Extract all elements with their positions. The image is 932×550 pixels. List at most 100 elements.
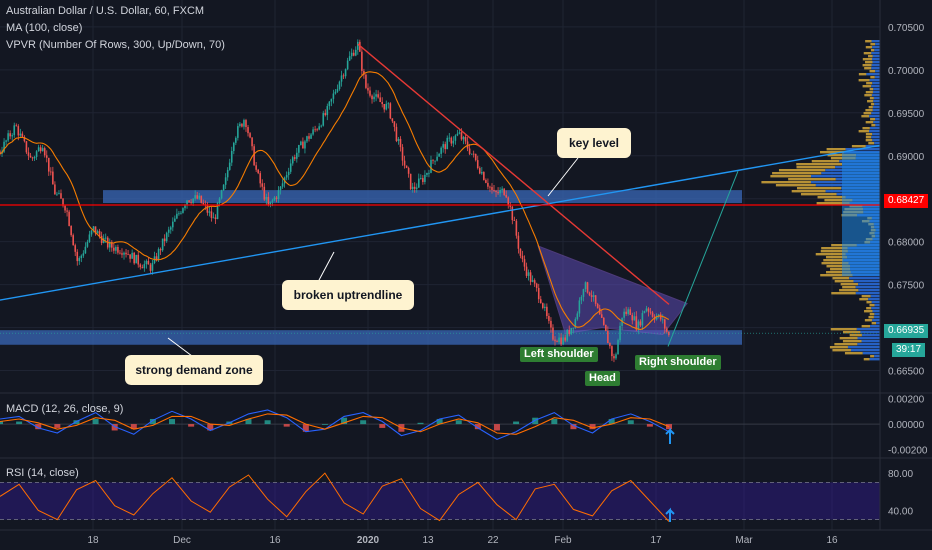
candle-body bbox=[438, 153, 440, 157]
candle-body bbox=[462, 136, 465, 140]
candle-body bbox=[446, 137, 449, 150]
candle-body bbox=[192, 198, 194, 203]
candle-body bbox=[302, 141, 304, 149]
candle-body bbox=[245, 120, 247, 128]
candle-body bbox=[472, 153, 475, 155]
candle-body bbox=[483, 172, 485, 181]
vpvr-bar-up bbox=[832, 349, 851, 352]
vpvr-bar-up bbox=[864, 94, 872, 97]
candle-body bbox=[237, 126, 239, 138]
time-tick-label: 16 bbox=[826, 535, 838, 546]
vpvr-bar-up bbox=[775, 184, 816, 187]
candle-body bbox=[605, 324, 607, 332]
candle-body bbox=[527, 272, 530, 276]
vpvr-bar-up bbox=[865, 40, 872, 43]
vpvr-bar-up bbox=[866, 82, 873, 85]
vpvr-bar-up bbox=[871, 124, 876, 127]
candle-body bbox=[576, 313, 579, 320]
candle-body bbox=[196, 195, 198, 199]
macd-histogram-bar bbox=[169, 418, 176, 425]
candle-body bbox=[617, 340, 619, 355]
vpvr-bar-up bbox=[862, 64, 872, 67]
candle-body bbox=[505, 194, 508, 198]
candle-body bbox=[539, 299, 542, 304]
time-tick-label: 18 bbox=[87, 535, 99, 546]
macd-histogram-bar bbox=[379, 424, 386, 428]
time-tick-label: Mar bbox=[735, 535, 753, 546]
candle-body bbox=[379, 97, 381, 103]
macd-arrow-icon bbox=[665, 427, 675, 444]
vpvr-bar-up bbox=[869, 304, 875, 307]
candle-body bbox=[361, 51, 363, 71]
candle-body bbox=[460, 132, 463, 140]
candle-body bbox=[308, 136, 310, 139]
macd-histogram-bar bbox=[513, 421, 520, 425]
vpvr-bar-down bbox=[870, 295, 880, 298]
candle-body bbox=[401, 147, 404, 161]
candle-body bbox=[464, 136, 467, 142]
macd-line bbox=[0, 409, 670, 441]
vpvr-bar-up bbox=[859, 298, 869, 301]
macd-histogram-bar bbox=[417, 422, 424, 425]
vpvr-bar-down bbox=[871, 85, 880, 88]
vpvr-bar-up bbox=[825, 256, 848, 259]
candle-body bbox=[84, 246, 87, 254]
candle-body bbox=[611, 346, 613, 357]
macd-histogram-bar bbox=[666, 424, 672, 430]
vpvr-bar-down bbox=[856, 328, 880, 331]
time-tick-label: 13 bbox=[422, 535, 434, 546]
candle-body bbox=[328, 101, 331, 107]
zones bbox=[0, 190, 742, 345]
rsi-title: RSI (14, close) bbox=[6, 467, 79, 479]
ma-line bbox=[0, 71, 670, 331]
candle-body bbox=[19, 133, 22, 136]
vpvr-bar-down bbox=[874, 142, 880, 145]
candle-body bbox=[649, 311, 652, 313]
candle-body bbox=[564, 337, 566, 341]
candle-body bbox=[119, 252, 121, 254]
candle-body bbox=[444, 144, 447, 150]
vpvr-bar-up bbox=[858, 79, 870, 82]
vpvr-bar-up bbox=[791, 190, 826, 193]
candle-body bbox=[66, 210, 68, 212]
candle-body bbox=[167, 229, 170, 233]
macd-histogram-bar bbox=[646, 424, 653, 427]
vpvr-bar-up bbox=[861, 325, 871, 328]
vpvr-bar-up bbox=[832, 277, 850, 280]
candle-body bbox=[647, 308, 650, 312]
candle-body bbox=[442, 144, 444, 148]
candle-body bbox=[253, 146, 255, 166]
candle-body bbox=[281, 183, 284, 187]
vpvr-bar-down bbox=[861, 334, 880, 337]
candle-body bbox=[115, 246, 117, 251]
candle-body bbox=[269, 201, 272, 206]
candle-body bbox=[383, 104, 386, 110]
candle-body bbox=[178, 213, 180, 215]
vpvr-bar-down bbox=[872, 61, 880, 64]
candle-body bbox=[165, 232, 168, 242]
macd-histogram-bar bbox=[589, 424, 596, 430]
vpvr-bar-up bbox=[834, 280, 854, 283]
candle-body bbox=[619, 325, 621, 341]
candle-body bbox=[111, 242, 113, 248]
candle-body bbox=[499, 190, 501, 194]
vpvr-bar-down bbox=[849, 277, 880, 280]
candle-body bbox=[265, 196, 268, 200]
candle-body bbox=[584, 282, 587, 290]
candle-body bbox=[336, 89, 339, 92]
candle-body bbox=[495, 190, 497, 193]
candle-body bbox=[176, 213, 178, 219]
candle-body bbox=[247, 127, 249, 134]
candle-body bbox=[100, 235, 103, 243]
macd-histogram-bar bbox=[188, 424, 195, 427]
candle-body bbox=[428, 172, 430, 174]
candle-body bbox=[11, 135, 13, 137]
candle-body bbox=[440, 147, 442, 154]
macd-histogram-bar bbox=[474, 424, 481, 430]
vpvr-bar-up bbox=[871, 322, 877, 325]
vpvr-bar-down bbox=[871, 112, 880, 115]
candle-body bbox=[344, 69, 347, 77]
vpvr-bar-down bbox=[875, 118, 880, 121]
candle-body bbox=[324, 113, 327, 116]
countdown-label: 39:17 bbox=[892, 343, 926, 357]
